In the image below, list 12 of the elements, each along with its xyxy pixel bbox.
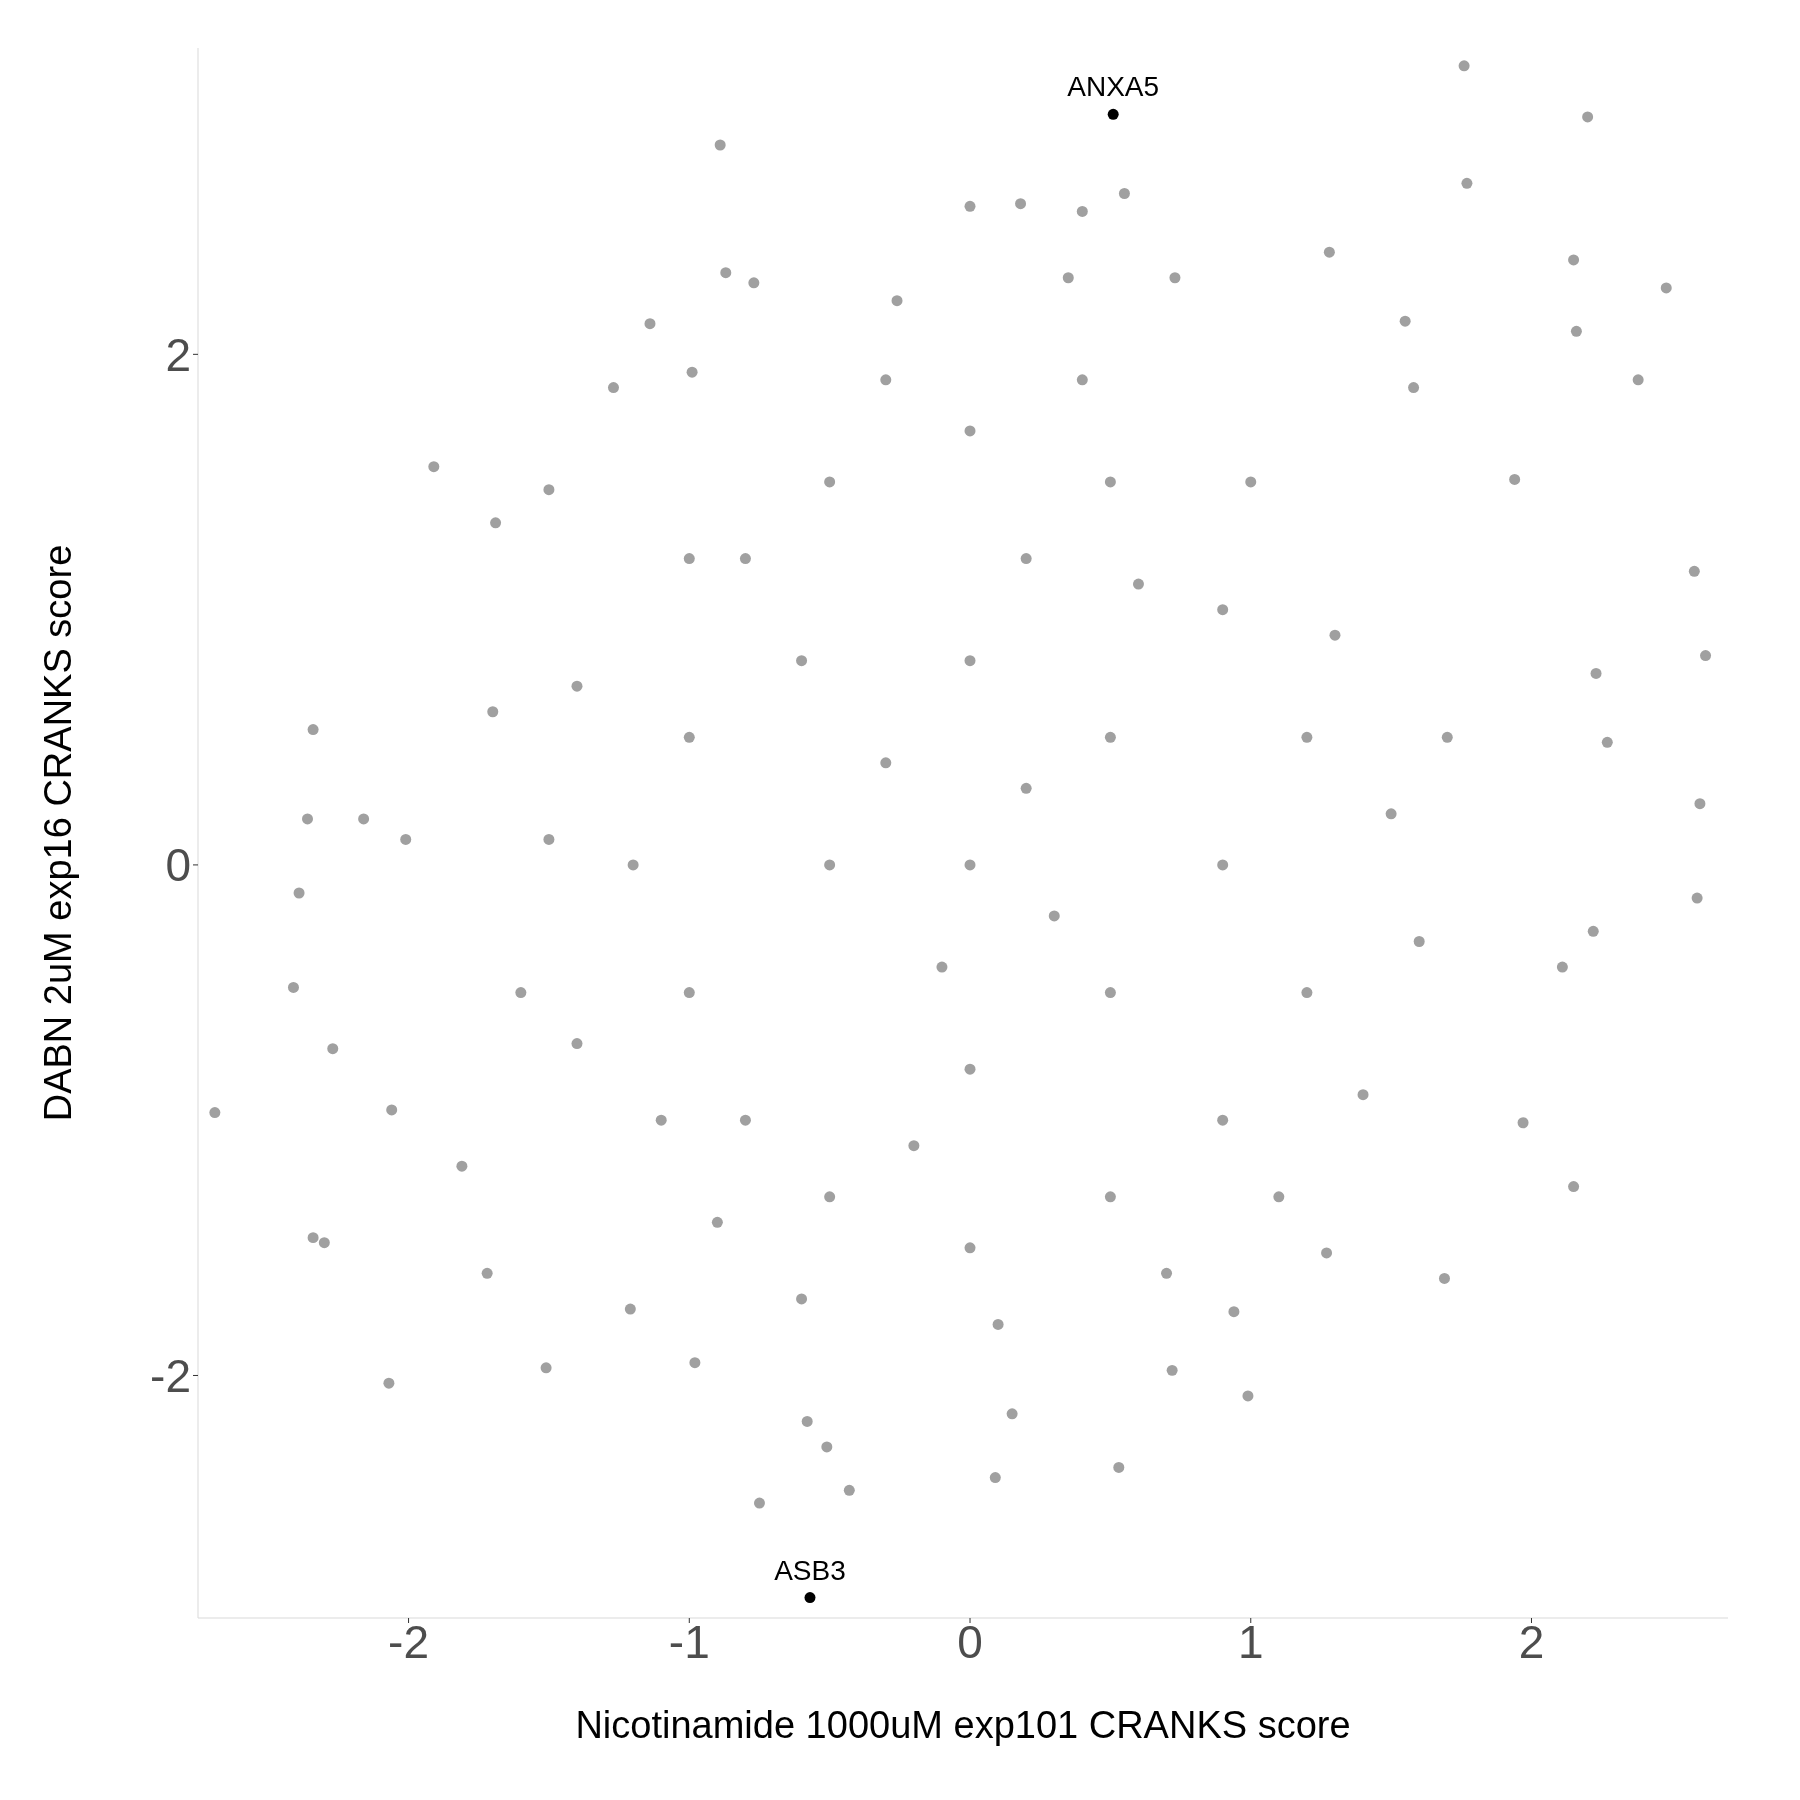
- x-tick-label: 0: [957, 1615, 983, 1668]
- x-tick-label: 1: [1237, 1615, 1264, 1668]
- annotation: ASB3: [774, 1554, 846, 1586]
- x-tick-label: -1: [668, 1615, 710, 1668]
- x-axis-title: Nicotinamide 1000uM exp101 CRANKS score: [575, 1704, 1351, 1746]
- y-axis-title: DABN 2uM exp16 CRANKS score: [37, 544, 80, 1122]
- y-tick-label: 0: [165, 839, 191, 892]
- y-tick-label: 2: [165, 328, 191, 381]
- y-tick-label: -2: [150, 1349, 191, 1402]
- annotation: ANXA5: [1067, 71, 1160, 103]
- x-tick-label: -2: [388, 1615, 429, 1668]
- x-tick-label: 2: [1518, 1615, 1545, 1668]
